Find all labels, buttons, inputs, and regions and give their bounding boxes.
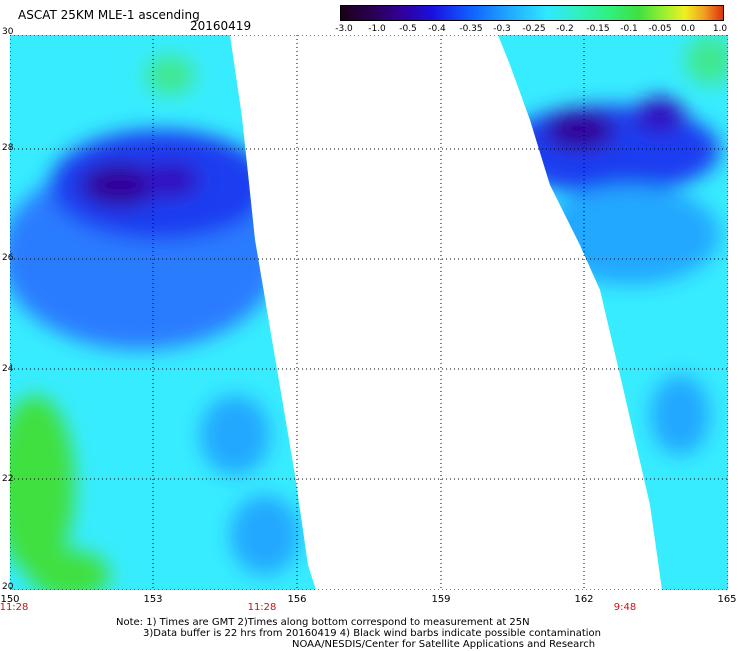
colorbar-label: -0.15	[586, 24, 610, 34]
colorbar-label: -0.25	[522, 24, 546, 34]
left-swath	[10, 35, 316, 590]
lon-label: 165	[717, 594, 737, 605]
credit-line: NOAA/NESDIS/Center for Satellite Applica…	[292, 639, 596, 650]
lon-label: 162	[574, 594, 594, 605]
note-line-1: Note: 1) Times are GMT 2)Times along bot…	[116, 617, 530, 628]
lon-label: 156	[287, 594, 307, 605]
colorbar-label: -0.3	[493, 24, 511, 34]
time-label: 9:48	[613, 602, 637, 613]
map-title: ASCAT 25KM MLE-1 ascending	[18, 8, 200, 22]
colorbar-label: -0.1	[620, 24, 638, 34]
colorbar-labels: -3.0 -1.0 -0.5 -0.4 -0.35 -0.3 -0.25 -0.…	[330, 24, 740, 36]
lon-label: 150	[0, 594, 20, 605]
colorbar-label: -0.35	[459, 24, 483, 34]
map-date: 20160419	[190, 19, 252, 33]
lon-label: 153	[143, 594, 163, 605]
time-label: 11:28	[247, 602, 277, 613]
colorbar-label: -0.5	[399, 24, 417, 34]
colorbar-label: -3.0	[335, 24, 353, 34]
time-label: 11:28	[0, 602, 29, 613]
swath-map	[10, 35, 728, 590]
colorbar-label: -0.05	[648, 24, 672, 34]
colorbar-label: -0.2	[556, 24, 574, 34]
right-swath	[498, 35, 728, 590]
lat-label: 28	[2, 143, 14, 153]
graticule	[10, 35, 728, 590]
lon-label: 159	[431, 594, 451, 605]
colorbar-label: -1.0	[368, 24, 386, 34]
lat-label: 20	[2, 582, 14, 592]
colorbar-label: 1.0	[712, 24, 728, 34]
note-line-2: 3)Data buffer is 22 hrs from 20160419 4)…	[143, 628, 601, 639]
colorbar-label: -0.4	[428, 24, 446, 34]
lat-label: 30	[2, 27, 14, 37]
lat-label: 24	[2, 364, 14, 374]
lat-label: 22	[2, 474, 14, 484]
colorbar	[340, 5, 724, 21]
lat-label: 26	[2, 253, 14, 263]
colorbar-label: 0.0	[680, 24, 696, 34]
